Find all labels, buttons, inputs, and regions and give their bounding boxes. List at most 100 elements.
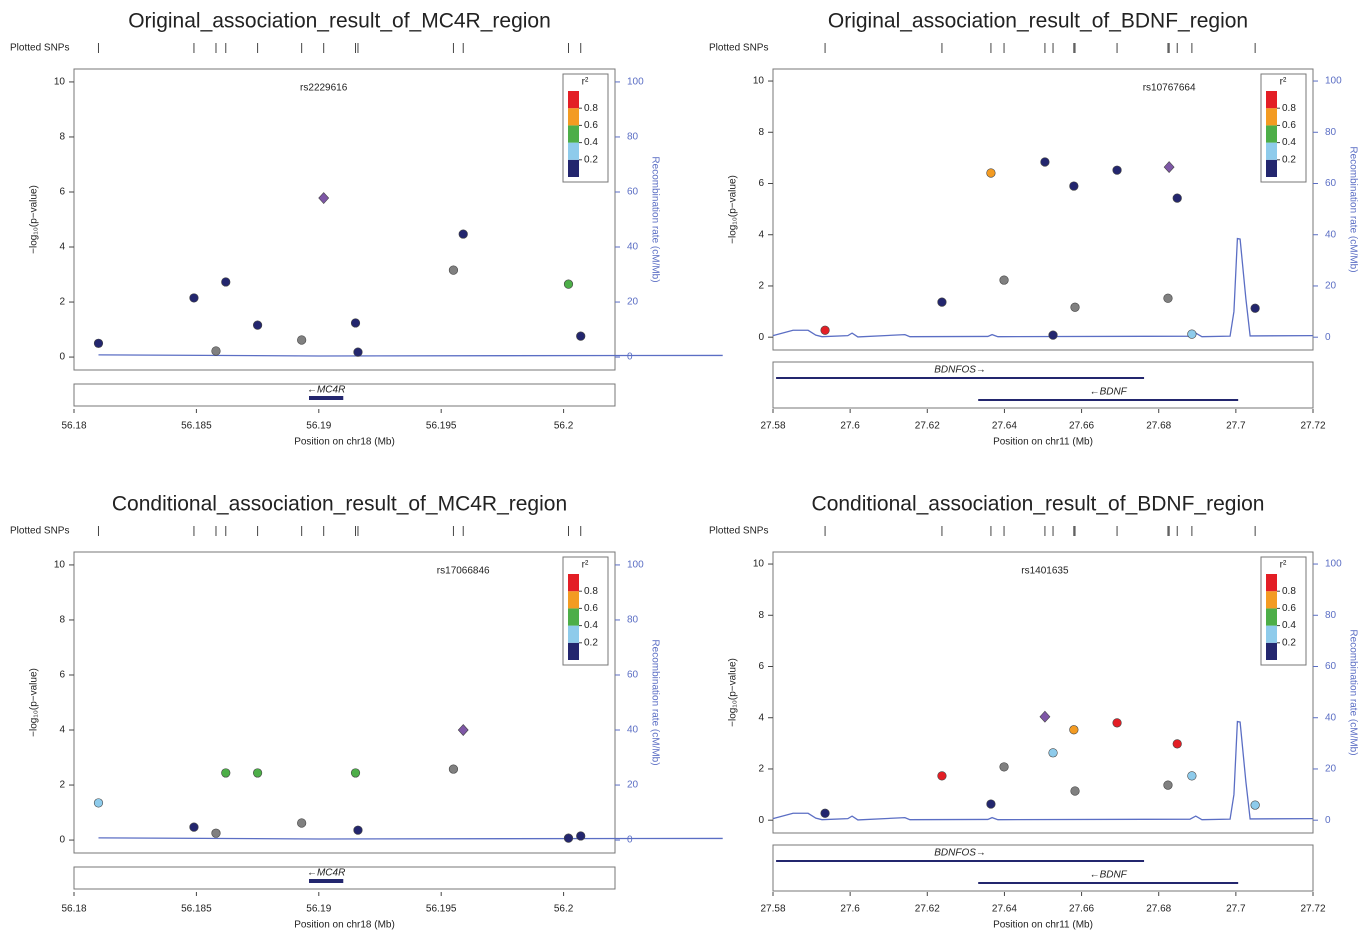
y2-tick-label: 20 — [627, 297, 639, 308]
snp-point — [1070, 786, 1080, 796]
snp-point — [986, 168, 996, 178]
legend-swatch — [1266, 91, 1277, 109]
legend-tick-label: 0.8 — [1282, 586, 1296, 597]
x-tick-label: 27.66 — [1069, 904, 1094, 915]
legend-tick-label: 0.2 — [1282, 637, 1296, 648]
y2-tick-label: 80 — [1325, 127, 1337, 138]
plot-frame — [73, 68, 616, 371]
y-axis-label: −log₁₀(p−value) — [29, 185, 40, 254]
snp-point — [999, 275, 1009, 285]
y2-tick-label: 100 — [1325, 559, 1342, 570]
snp-point — [986, 799, 996, 809]
y-axis-label: −log₁₀(p−value) — [728, 175, 739, 244]
snp-point — [1250, 800, 1260, 810]
x-axis-label: Position on chr18 (Mb) — [294, 920, 395, 931]
y2-tick-label: 20 — [1325, 764, 1337, 775]
legend-tick-label: 0.2 — [584, 637, 598, 648]
legend-swatch — [1266, 574, 1277, 592]
y-tick-label: 0 — [59, 352, 65, 363]
snp-point — [353, 347, 363, 357]
gene-label: ←MC4R — [307, 868, 345, 879]
legend-swatch — [1266, 142, 1277, 160]
snp-point — [297, 818, 307, 828]
legend-tick-label: 0.2 — [1282, 154, 1296, 165]
snp-point — [1172, 193, 1182, 203]
legend-swatch — [1266, 591, 1277, 609]
x-axis-label: Position on chr11 (Mb) — [993, 920, 1093, 931]
legend-swatch — [568, 591, 579, 609]
y2-axis-label: Recombination rate (cM/Mb) — [649, 156, 660, 282]
snp-point — [252, 320, 263, 330]
gene — [309, 396, 344, 400]
lead-snp-label: rs10767664 — [1143, 83, 1196, 94]
x-tick-label: 27.68 — [1146, 904, 1171, 915]
y-tick-label: 6 — [59, 670, 65, 681]
rug-label: Plotted SNPs — [709, 43, 768, 54]
snp-point — [563, 279, 574, 289]
y2-tick-label: 20 — [627, 780, 639, 791]
y2-tick-label: 60 — [627, 187, 639, 198]
y-tick-label: 0 — [59, 835, 65, 846]
legend-title: r² — [582, 77, 589, 88]
y2-tick-label: 100 — [627, 77, 644, 88]
y2-tick-label: 0 — [627, 835, 633, 846]
y-tick-label: 4 — [758, 712, 764, 723]
legend-tick-label: 0.6 — [1282, 120, 1296, 131]
y-axis-label: −log₁₀(p−value) — [29, 668, 40, 737]
y2-tick-label: 20 — [1325, 281, 1337, 292]
snp-point — [350, 768, 361, 778]
snp-point — [448, 764, 459, 774]
y-tick-label: 0 — [758, 815, 764, 826]
snp-point — [1069, 725, 1079, 735]
gene — [978, 399, 1239, 401]
snp-point — [1040, 157, 1050, 167]
y-tick-label: 6 — [758, 661, 764, 672]
legend-swatch — [1266, 159, 1277, 177]
y-tick-label: 8 — [758, 610, 764, 621]
x-tick-label: 27.58 — [760, 421, 785, 432]
y-tick-label: 10 — [753, 559, 765, 570]
snp-point — [937, 771, 947, 781]
snp-point — [1250, 303, 1260, 313]
y2-tick-label: 40 — [1325, 229, 1337, 240]
legend-title: r² — [1280, 560, 1287, 571]
y-tick-label: 10 — [753, 76, 765, 87]
y2-tick-label: 0 — [627, 352, 633, 363]
y-tick-label: 10 — [54, 560, 66, 571]
lead-snp-point — [318, 192, 330, 204]
x-tick-label: 56.195 — [426, 421, 457, 432]
chart-title: Original_association_result_of_BDNF_regi… — [828, 10, 1248, 33]
gene-label: ←MC4R — [307, 385, 345, 396]
lead-snp-label: rs17066846 — [437, 566, 490, 577]
y-tick-label: 8 — [59, 615, 65, 626]
y2-tick-label: 40 — [1325, 712, 1337, 723]
plot-frame — [73, 551, 616, 854]
y2-tick-label: 100 — [1325, 76, 1342, 87]
legend-tick-label: 0.4 — [1282, 137, 1296, 148]
y-tick-label: 2 — [758, 281, 764, 292]
x-tick-label: 27.72 — [1300, 421, 1325, 432]
legend-swatch — [568, 125, 579, 143]
rug-label: Plotted SNPs — [10, 526, 69, 537]
legend-swatch — [1266, 108, 1277, 126]
snp-point — [1172, 739, 1182, 749]
legend-swatch — [568, 608, 579, 626]
x-tick-label: 27.58 — [760, 904, 785, 915]
x-tick-label: 56.2 — [554, 904, 574, 915]
snp-point — [1069, 181, 1079, 191]
y2-tick-label: 0 — [1325, 815, 1331, 826]
snp-point — [189, 293, 199, 303]
x-tick-label: 56.185 — [181, 421, 212, 432]
snp-point — [576, 831, 586, 841]
legend-title: r² — [582, 560, 589, 571]
y-tick-label: 8 — [758, 127, 764, 138]
snp-point — [1187, 771, 1197, 781]
x-tick-label: 56.195 — [426, 904, 457, 915]
recombination-line — [98, 354, 723, 357]
y-tick-label: 4 — [59, 725, 65, 736]
lead-snp-point — [457, 724, 469, 736]
rug-label: Plotted SNPs — [10, 43, 69, 54]
plot-frame — [772, 551, 1314, 834]
snp-point — [252, 768, 263, 778]
